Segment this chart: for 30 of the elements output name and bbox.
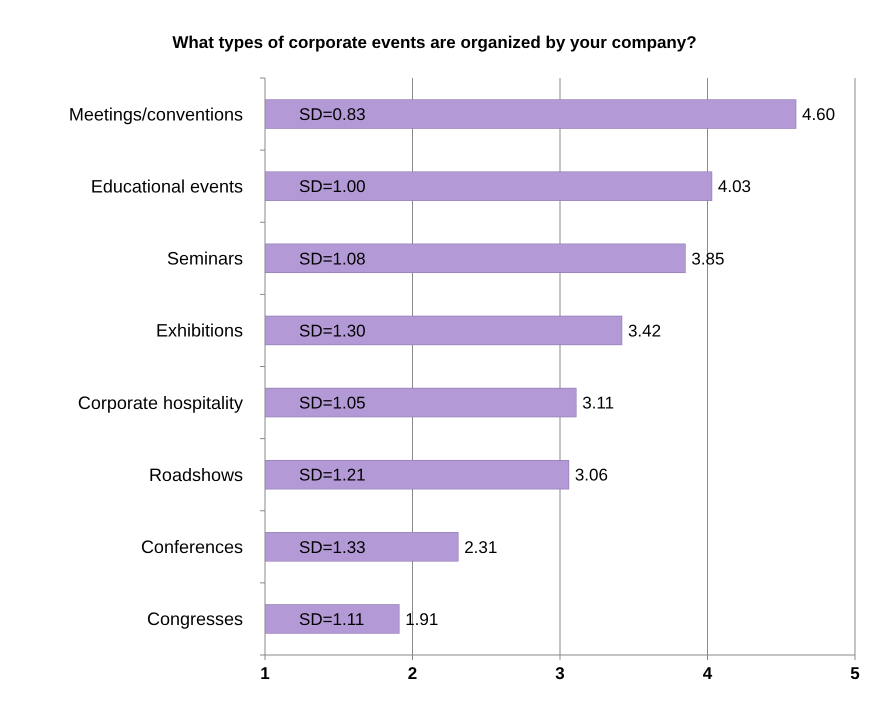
- x-tick-label: 4: [702, 664, 713, 683]
- annotation: SD=1.30: [299, 321, 366, 340]
- annotation: SD=1.33: [299, 538, 366, 557]
- y-tick-label: Roadshows: [148, 464, 243, 485]
- annotation: SD=1.08: [299, 249, 366, 268]
- chart-title: What types of corporate events are organized by your company?: [172, 33, 697, 52]
- y-tick-label: Corporate hospitality: [78, 392, 243, 413]
- x-tick-label: 5: [850, 664, 860, 683]
- annotation: SD=0.83: [299, 105, 366, 124]
- x-tick-label: 1: [260, 664, 270, 683]
- y-tick-label: Exhibitions: [156, 320, 243, 341]
- annotation: SD=1.21: [299, 466, 366, 485]
- y-tick-label: Seminars: [166, 248, 243, 269]
- annotation: SD=1.00: [299, 177, 366, 196]
- x-tick-label: 3: [555, 664, 565, 683]
- data-label: 3.85: [691, 249, 724, 268]
- y-tick-label: Meetings/conventions: [68, 104, 243, 124]
- data-label: 3.06: [574, 466, 608, 485]
- x-tick-label: 2: [408, 664, 418, 683]
- data-label: 3.11: [582, 394, 614, 413]
- annotation: SD=1.05: [299, 394, 366, 413]
- data-label: 1.91: [405, 610, 438, 629]
- data-label: 4.03: [718, 177, 752, 196]
- y-tick-label: Educational events: [90, 176, 243, 196]
- y-tick-label: Conferences: [140, 537, 243, 558]
- y-tick-label: Congresses: [146, 609, 243, 630]
- data-label: 4.60: [802, 105, 836, 124]
- data-label: 3.42: [628, 321, 662, 340]
- annotation: SD=1.11: [299, 610, 364, 629]
- data-label: 2.31: [464, 538, 498, 557]
